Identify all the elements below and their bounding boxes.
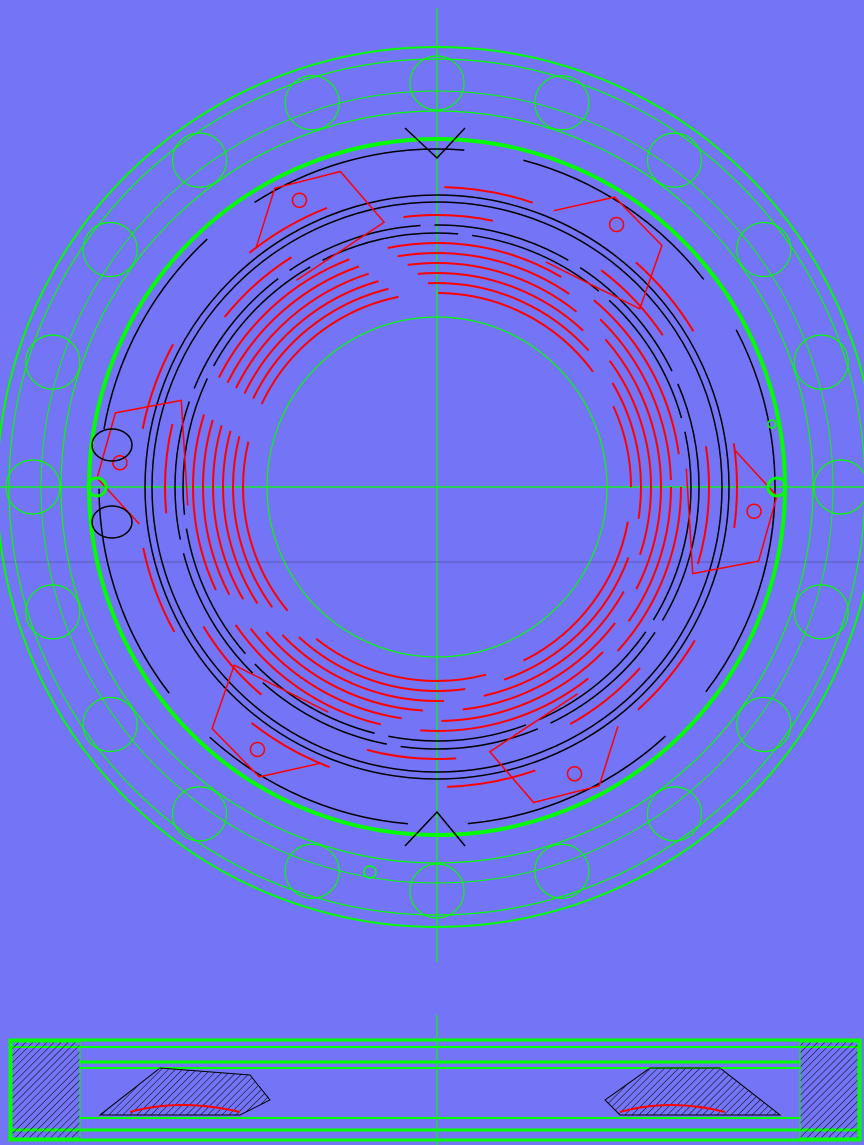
- lever: [96, 399, 189, 525]
- pivot: [608, 216, 625, 233]
- pivot: [291, 192, 308, 209]
- bolt-hole: [793, 584, 849, 640]
- section-outline: [8, 1038, 862, 1142]
- spring-arc: [242, 292, 632, 682]
- black-ring: [144, 194, 730, 780]
- bolt-hole: [736, 696, 792, 753]
- bolt-hole: [813, 459, 864, 515]
- small-hole: [363, 865, 377, 879]
- bolt-hole: [736, 221, 792, 278]
- spring-arc: [202, 252, 672, 722]
- bolt-hole: [25, 334, 81, 390]
- bolt-hole: [646, 132, 703, 188]
- spring-arc: [222, 272, 652, 702]
- bolt-hole: [793, 334, 849, 390]
- notch: [404, 127, 466, 847]
- pivot: [112, 454, 128, 471]
- lever: [211, 664, 329, 778]
- bolt-hole: [534, 843, 590, 899]
- lever: [545, 196, 663, 310]
- bolt-hole: [646, 786, 703, 842]
- hub-hole: [766, 476, 788, 498]
- spring-arc: [212, 262, 662, 712]
- spring-arc: [136, 186, 738, 788]
- black-ring: [151, 201, 723, 773]
- pivot: [249, 741, 266, 758]
- bolt-hole: [171, 132, 228, 188]
- ring: [60, 110, 814, 864]
- lever: [685, 449, 778, 575]
- spring-arc: [232, 282, 642, 692]
- ring: [8, 58, 864, 916]
- bolt-hole: [409, 55, 465, 111]
- section-view: [8, 1015, 862, 1145]
- bolt-hole: [284, 75, 340, 131]
- spring-arc: [192, 242, 682, 732]
- bolt-hole: [82, 221, 138, 278]
- bolt-hole: [82, 696, 138, 753]
- black-ring: [98, 148, 776, 826]
- hatched-flange: [11, 1041, 81, 1139]
- bolt-hole: [409, 863, 465, 919]
- lever: [255, 170, 386, 281]
- plan-view: [0, 46, 864, 928]
- bolt-hole: [534, 75, 590, 131]
- small-hole: [767, 419, 777, 429]
- ring: [266, 316, 608, 658]
- spring-arc: [164, 214, 710, 760]
- ring: [0, 46, 864, 928]
- slot: [91, 428, 133, 462]
- slot: [91, 505, 133, 539]
- bolt-hole: [5, 459, 61, 515]
- black-ring: [182, 232, 692, 742]
- hub-hole: [86, 476, 108, 498]
- bolt-hole: [284, 843, 340, 899]
- hatched-ring: [98, 1067, 271, 1116]
- pivot: [566, 765, 583, 782]
- black-ring: [174, 224, 700, 750]
- hatched-ring: [604, 1067, 782, 1116]
- ring: [40, 90, 834, 884]
- hatched-flange: [799, 1041, 859, 1139]
- section-spring: [129, 1104, 726, 1113]
- lever: [488, 693, 619, 804]
- pivot: [746, 503, 762, 520]
- bolt-hole: [25, 584, 81, 640]
- bolt-hole: [171, 786, 228, 842]
